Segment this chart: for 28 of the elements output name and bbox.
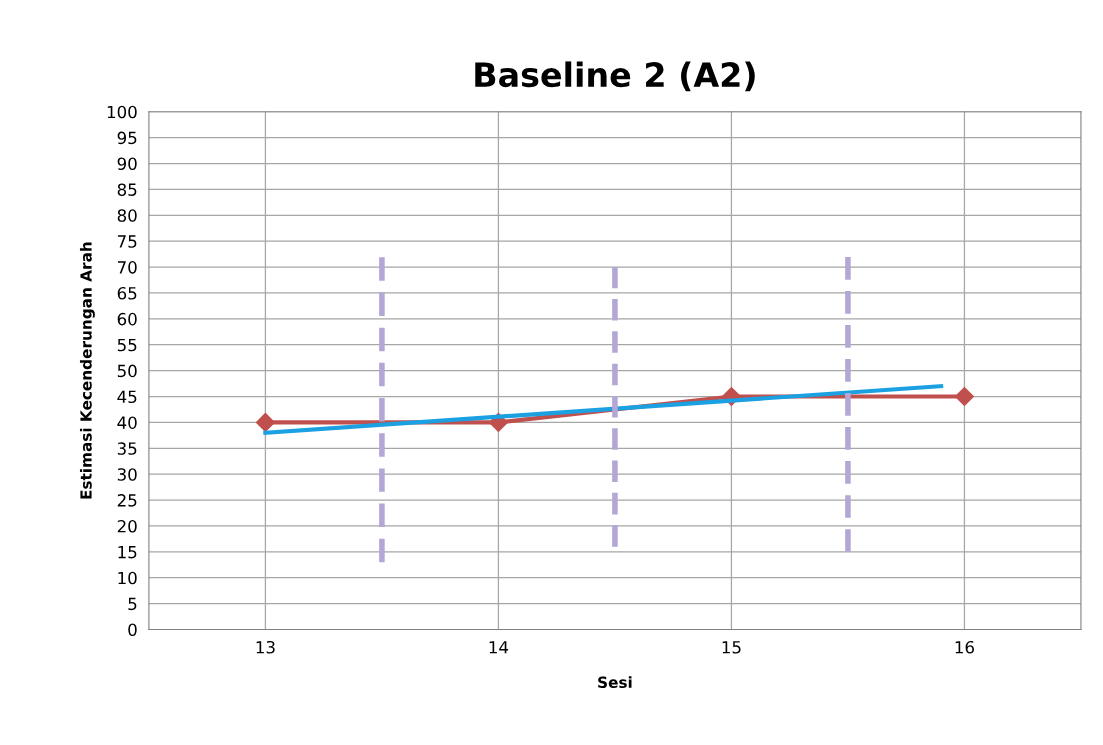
chart-title: Baseline 2 (A2) xyxy=(475,61,755,92)
x-axis-title: Sesi xyxy=(598,676,632,689)
y-tick-label: 15 xyxy=(118,546,137,559)
y-tick-label: 70 xyxy=(117,261,137,274)
y-tick-label: 65 xyxy=(117,286,137,300)
x-tick-label: 14 xyxy=(489,641,509,654)
y-axis-title: Estimasi Kecenderungan Arah xyxy=(79,242,95,499)
y-tick-label: 80 xyxy=(117,209,137,222)
y-tick-label: 55 xyxy=(117,338,137,352)
x-tick-label: 15 xyxy=(722,641,741,654)
y-tick-label: 25 xyxy=(117,494,137,507)
x-tick-label: 13 xyxy=(256,640,275,654)
y-tick-label: 95 xyxy=(117,131,137,145)
x-tick-label: 16 xyxy=(955,640,974,654)
y-tick-label: 90 xyxy=(117,157,137,171)
y-tick-label: 0 xyxy=(128,623,137,637)
y-tick-label: 60 xyxy=(117,312,137,326)
y-tick-label: 5 xyxy=(128,597,137,611)
y-tick-label: 75 xyxy=(117,235,137,248)
y-tick-label: 20 xyxy=(117,519,137,533)
y-tick-label: 50 xyxy=(117,364,137,378)
y-tick-label: 100 xyxy=(107,105,137,119)
y-tick-label: 10 xyxy=(118,571,137,585)
y-tick-label: 30 xyxy=(117,468,137,481)
y-tick-label: 45 xyxy=(117,390,137,404)
y-tick-label: 35 xyxy=(117,442,137,455)
y-tick-label: 85 xyxy=(117,183,137,196)
y-tick-label: 40 xyxy=(117,416,137,429)
